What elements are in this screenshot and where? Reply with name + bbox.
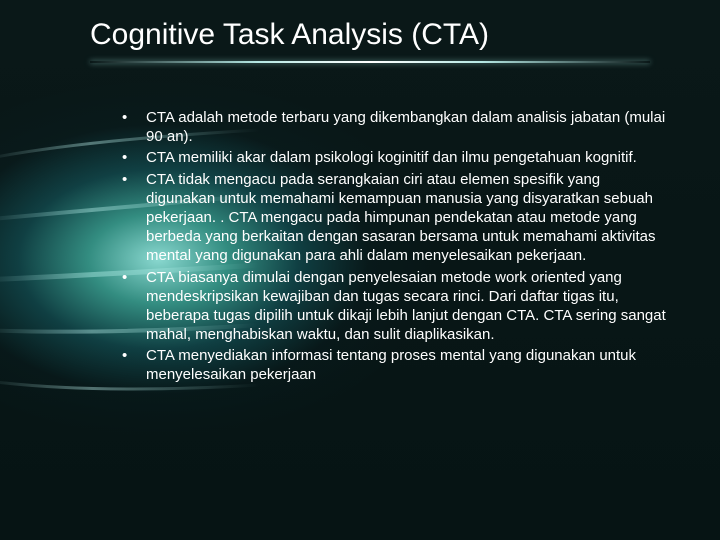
body-area: CTA adalah metode terbaru yang dikembang… (118, 108, 672, 387)
list-item: CTA adalah metode terbaru yang dikembang… (118, 108, 672, 146)
list-item: CTA biasanya dimulai dengan penyelesaian… (118, 268, 672, 345)
title-area: Cognitive Task Analysis (CTA) (90, 18, 680, 63)
bullet-list: CTA adalah metode terbaru yang dikembang… (118, 108, 672, 385)
title-underline (90, 61, 650, 63)
slide: Cognitive Task Analysis (CTA) CTA adalah… (0, 0, 720, 540)
list-item: CTA tidak mengacu pada serangkaian ciri … (118, 170, 672, 266)
page-title: Cognitive Task Analysis (CTA) (90, 18, 680, 51)
list-item: CTA memiliki akar dalam psikologi kogini… (118, 148, 672, 167)
list-item: CTA menyediakan informasi tentang proses… (118, 346, 672, 384)
